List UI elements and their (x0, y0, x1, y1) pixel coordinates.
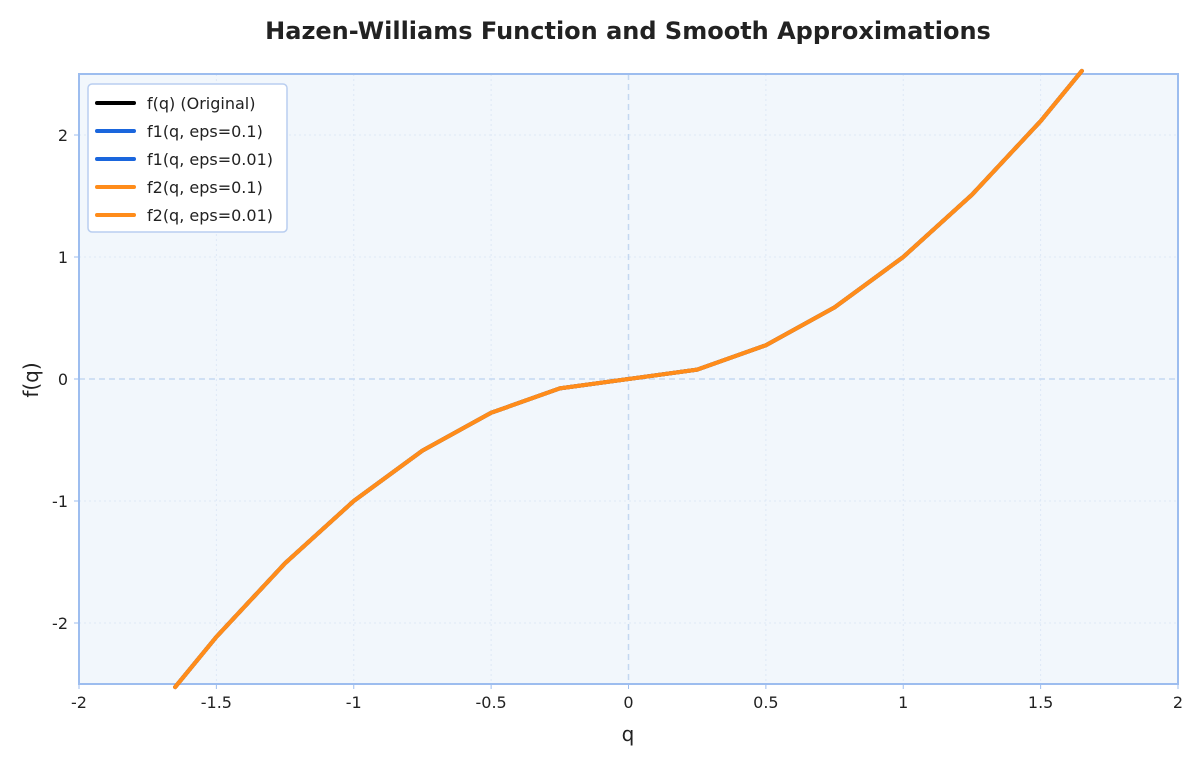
chart-title: Hazen-Williams Function and Smooth Appro… (265, 17, 991, 45)
legend-label: f2(q, eps=0.1) (147, 178, 263, 197)
legend: f(q) (Original) f1(q, eps=0.1) f1(q, eps=0… (87, 83, 288, 233)
legend-box (87, 83, 288, 233)
legend-label: f2(q, eps=0.01) (147, 206, 273, 225)
x-tick-label: 1 (898, 693, 908, 712)
series-layer (173, 68, 1084, 690)
series-line-5 (173, 68, 1084, 690)
x-tick-label: 0.5 (753, 693, 778, 712)
y-tick-label: 1 (58, 248, 68, 267)
x-tick-label: -1.5 (201, 693, 232, 712)
y-tick-label: 0 (58, 370, 68, 389)
x-tick-label: -1 (346, 693, 362, 712)
y-tick-label: 2 (58, 126, 68, 145)
x-tick-label: -0.5 (476, 693, 507, 712)
legend-label: f(q) (Original) (147, 94, 255, 113)
y-tick-label: -2 (52, 614, 68, 633)
x-tick-label: -2 (71, 693, 87, 712)
legend-item: f2(q, eps=0.1) (95, 178, 263, 197)
y-axis-ticks: -2 -1 0 1 2 (52, 126, 79, 633)
legend-item: f1(q, eps=0.01) (95, 150, 273, 169)
x-tick-label: 1.5 (1028, 693, 1053, 712)
legend-item: f2(q, eps=0.01) (95, 206, 273, 225)
x-tick-label: 2 (1173, 693, 1183, 712)
x-axis-ticks: -2 -1.5 -1 -0.5 0 0.5 1 1.5 2 (71, 684, 1183, 712)
y-axis-label: f(q) (19, 362, 43, 397)
legend-label: f1(q, eps=0.01) (147, 150, 273, 169)
x-axis-label: q (622, 722, 635, 746)
legend-item: f1(q, eps=0.1) (95, 122, 263, 141)
legend-item: f(q) (Original) (95, 94, 255, 113)
x-tick-label: 0 (623, 693, 633, 712)
legend-label: f1(q, eps=0.1) (147, 122, 263, 141)
y-tick-label: -1 (52, 492, 68, 511)
